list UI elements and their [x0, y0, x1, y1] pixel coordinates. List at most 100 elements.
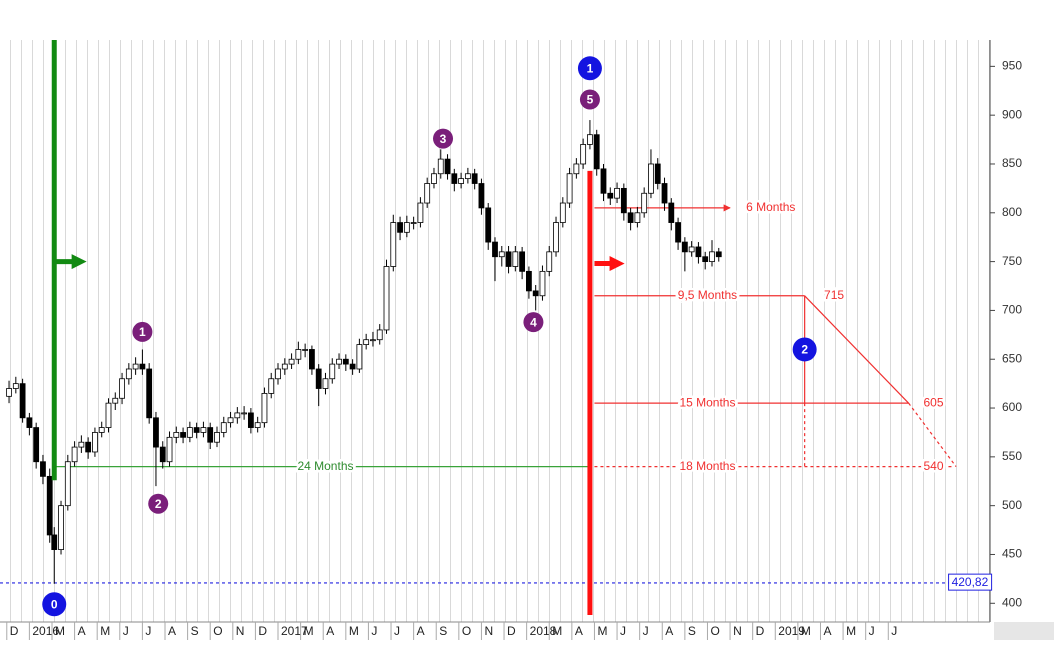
candle-body	[234, 412, 241, 419]
candle-body	[85, 441, 92, 453]
candle-body	[620, 187, 627, 214]
candle-body	[641, 192, 648, 214]
candle-body	[614, 187, 620, 199]
x-tick-label: A	[417, 624, 425, 638]
candle-body	[471, 173, 478, 184]
annotation-label: 540	[923, 459, 943, 473]
grid-background	[0, 40, 990, 622]
candle-body	[485, 207, 492, 243]
candle-body	[675, 222, 681, 243]
annotation-label: 24 Months	[297, 459, 353, 473]
price-label-box	[948, 573, 993, 591]
annotation-line	[908, 402, 957, 467]
candle-body	[261, 392, 268, 424]
candle-body	[322, 378, 329, 389]
candle-body	[634, 212, 641, 223]
x-tick-label: N	[733, 624, 742, 638]
x-tick-label: J	[620, 624, 626, 638]
x-tick-label: J	[869, 624, 875, 638]
candle-body	[458, 178, 464, 184]
candle-body	[566, 173, 573, 204]
candle-body	[6, 388, 12, 397]
wave-marker-label: 1	[587, 61, 594, 75]
x-tick-label: 2018	[530, 624, 557, 638]
candle-body	[370, 339, 376, 342]
candle-body	[64, 461, 71, 507]
candle-body	[580, 144, 587, 165]
candle-body	[227, 417, 234, 424]
candle-body	[607, 192, 614, 199]
y-tick-label: 450	[1002, 547, 1022, 561]
annotation-label: 715	[824, 288, 844, 302]
x-tick-label: S	[191, 624, 199, 638]
candle-body	[695, 246, 702, 258]
candle-body	[715, 251, 722, 258]
x-tick-label: S	[688, 624, 696, 638]
candle-body	[315, 368, 322, 389]
x-tick-label: M	[846, 624, 856, 638]
x-tick-label: O	[462, 624, 471, 638]
wave-marker	[42, 592, 67, 617]
y-tick-label: 400	[1002, 595, 1022, 609]
candle-body	[180, 432, 186, 438]
wave-marker	[132, 321, 153, 342]
candle-body	[275, 368, 281, 380]
wave-marker-label: 0	[51, 597, 58, 611]
y-tick-label: 500	[1002, 498, 1022, 512]
candle-body	[200, 427, 207, 433]
y-tick-label: 850	[1002, 156, 1022, 170]
candle-body	[139, 363, 146, 370]
candle-body	[241, 412, 248, 415]
annotation-label: 18 Months	[679, 459, 735, 473]
candle-body	[119, 378, 125, 399]
x-tick-label: M	[801, 624, 811, 638]
candle-body	[546, 251, 553, 272]
price-label: 420,82	[952, 575, 989, 589]
candle-body	[214, 432, 220, 443]
annotation-label: 15 Months	[679, 395, 735, 409]
candle-body	[336, 358, 342, 365]
candle-body	[112, 397, 119, 404]
candle-body	[709, 251, 715, 263]
annotation-line	[804, 295, 910, 404]
x-tick-label: A	[168, 624, 176, 638]
candle-body	[383, 266, 390, 331]
candle-body	[12, 383, 19, 389]
candle-body	[451, 173, 458, 184]
candle-body	[92, 432, 98, 453]
candle-body	[342, 358, 349, 365]
candle-body	[390, 222, 397, 267]
candle-body	[58, 505, 64, 550]
candle-body	[424, 183, 431, 204]
candle-body	[397, 222, 403, 233]
x-tick-label: 2017	[281, 624, 308, 638]
wave-marker	[523, 312, 544, 333]
wave-marker-label: 1	[139, 325, 146, 339]
candle-body	[376, 329, 383, 341]
candle-body	[505, 251, 512, 267]
candle-body	[281, 363, 288, 370]
candle-body	[627, 212, 634, 223]
candle-body	[247, 412, 254, 428]
candle-body	[26, 417, 33, 428]
y-tick-label: 600	[1002, 400, 1022, 414]
candle-body	[648, 163, 654, 194]
candle-body	[268, 378, 275, 394]
candle-body	[71, 446, 78, 463]
wave-marker	[577, 56, 602, 81]
candle-body	[46, 475, 53, 536]
wave-marker	[579, 89, 600, 110]
x-tick-label: O	[213, 624, 222, 638]
x-tick-label: M	[597, 624, 607, 638]
candle-body	[98, 427, 105, 433]
candle-body	[539, 270, 546, 297]
candle-body	[356, 344, 363, 370]
x-tick-label: N	[236, 624, 245, 638]
wave-marker-label: 2	[155, 497, 162, 511]
y-tick-label: 650	[1002, 351, 1022, 365]
candle-body	[254, 422, 261, 428]
x-tick-label: D	[507, 624, 516, 638]
x-tick-label: J	[123, 624, 129, 638]
candle-body	[78, 441, 85, 448]
